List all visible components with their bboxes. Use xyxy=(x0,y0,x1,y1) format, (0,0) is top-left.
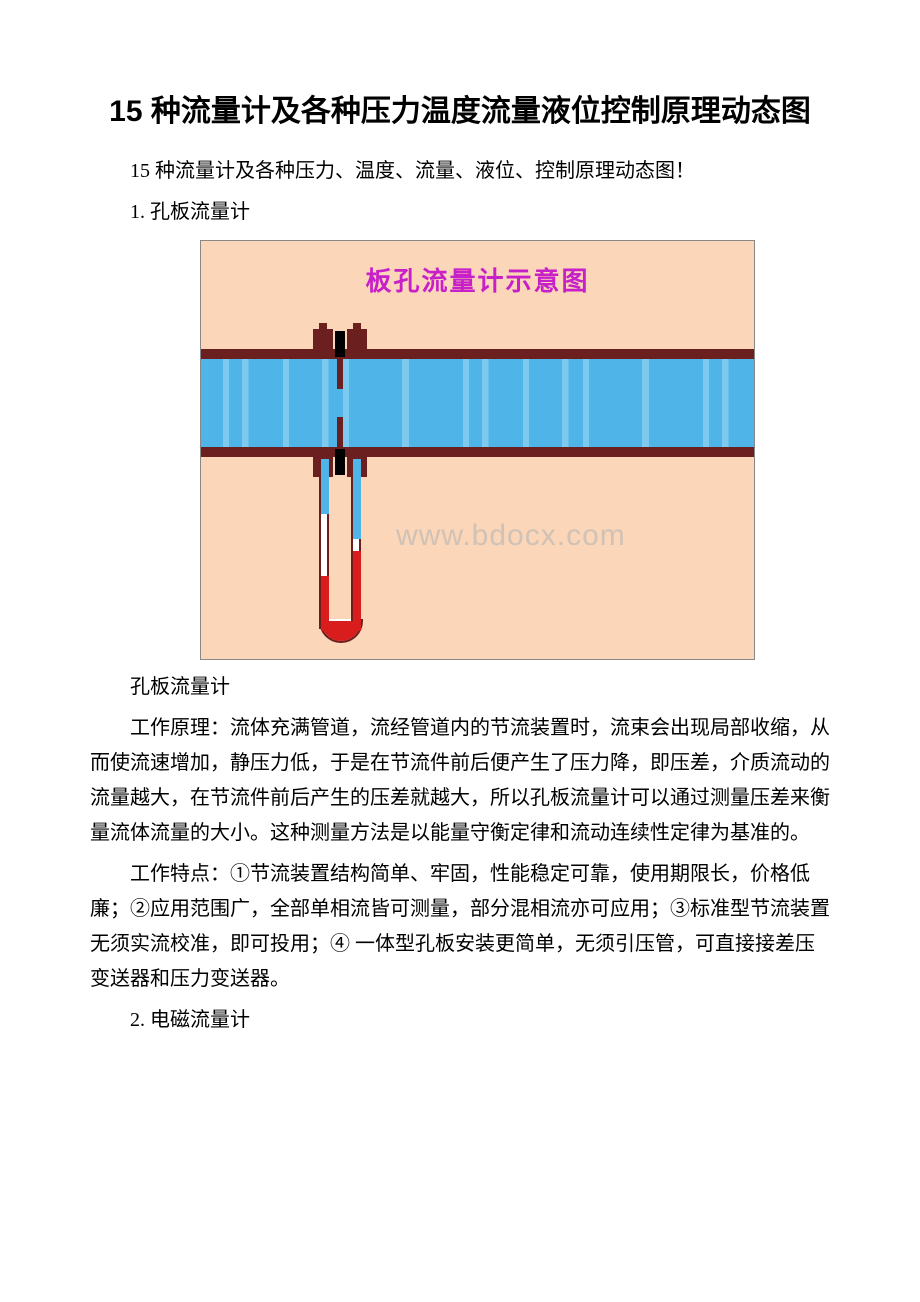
section-2-heading: 2. 电磁流量计 xyxy=(90,1003,830,1038)
tap-fluid-left xyxy=(321,459,329,514)
diagram-caption: 孔板流量计 xyxy=(90,670,830,705)
diagram-title: 板孔流量计示意图 xyxy=(201,261,754,298)
flange xyxy=(347,329,367,359)
orifice-plate xyxy=(337,417,343,447)
orifice-diagram: 板孔流量计示意图 www.bdocx.com xyxy=(200,240,755,660)
flange-bolt xyxy=(335,449,345,475)
mercury-left xyxy=(321,576,329,631)
flange-bolt xyxy=(335,331,345,357)
watermark-text: www.bdocx.com xyxy=(396,519,626,553)
tap-fluid-right xyxy=(353,459,361,539)
intro-text: 15 种流量计及各种压力、温度、流量、液位、控制原理动态图！ xyxy=(90,154,830,189)
working-principle: 工作原理：流体充满管道，流经管道内的节流装置时，流束会出现局部收缩，从而使流速增… xyxy=(90,711,830,851)
document-title: 15 种流量计及各种压力温度流量液位控制原理动态图 xyxy=(90,90,830,134)
mercury-right xyxy=(353,551,361,631)
working-features: 工作特点：①节流装置结构简单、牢固，性能稳定可靠，使用期限长，价格低廉；②应用范… xyxy=(90,857,830,997)
flange xyxy=(313,329,333,359)
section-1-heading: 1. 孔板流量计 xyxy=(90,195,830,230)
pipe-fluid xyxy=(200,359,755,447)
orifice-plate xyxy=(337,359,343,389)
